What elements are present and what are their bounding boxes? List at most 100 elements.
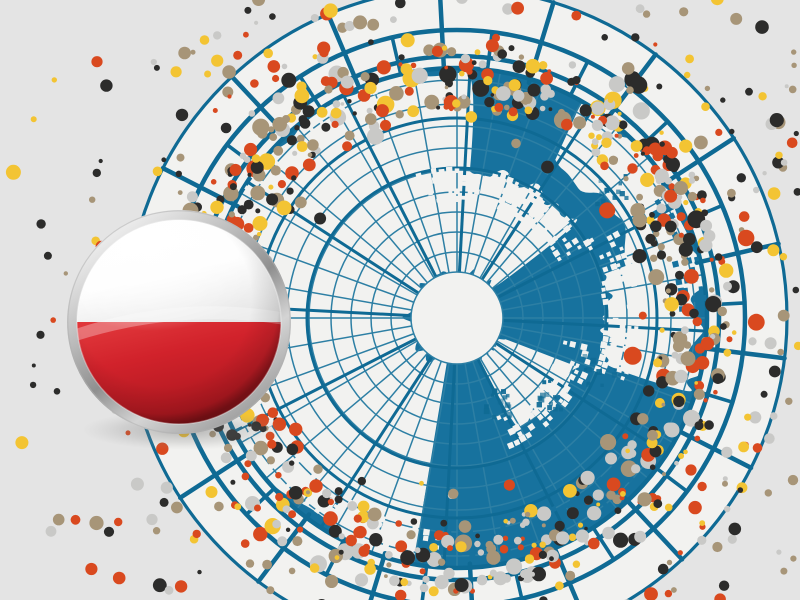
scatter-dot — [508, 79, 521, 92]
mosaic-cell — [562, 215, 571, 224]
mosaic-cell — [309, 127, 316, 134]
mosaic-cell — [547, 208, 557, 217]
mosaic-cell — [575, 362, 580, 368]
scatter-dot — [31, 363, 36, 368]
scatter-dot — [210, 200, 224, 214]
scatter-dot — [602, 526, 615, 540]
scatter-dot — [792, 286, 800, 294]
scatter-dot — [213, 31, 222, 40]
scatter-dot — [275, 472, 282, 479]
scatter-dot — [758, 92, 767, 101]
scatter-dot — [327, 498, 334, 506]
scatter-dot — [666, 146, 678, 159]
mosaic-cell — [565, 365, 572, 372]
scatter-dot — [631, 464, 641, 474]
mosaic-cell — [562, 384, 571, 394]
scatter-dot — [357, 476, 366, 486]
scatter-dot — [679, 139, 693, 153]
mosaic-cell — [580, 343, 588, 351]
graticule-spoke-5 — [485, 352, 619, 510]
scatter-dot — [633, 153, 639, 158]
scatter-dot — [571, 10, 582, 21]
scatter-dot — [565, 570, 576, 581]
scatter-dot — [512, 60, 526, 73]
scatter-dot — [332, 100, 341, 108]
city-cell — [506, 411, 513, 418]
scatter-dot — [632, 102, 650, 120]
scatter-dot — [456, 0, 468, 4]
scatter-dot — [635, 4, 645, 14]
scatter-dot — [404, 86, 414, 96]
scatter-dot — [737, 487, 744, 493]
scatter-dot — [649, 445, 662, 458]
scatter-dot — [474, 49, 481, 56]
scatter-dot — [508, 45, 515, 52]
scatter-dot — [292, 536, 303, 547]
mosaic-cell — [497, 196, 507, 205]
scatter-dot — [395, 540, 408, 553]
scatter-dot — [568, 61, 577, 69]
scatter-dot — [653, 499, 663, 509]
mosaic-cell — [536, 198, 546, 207]
scatter-dot — [328, 524, 342, 538]
scatter-dot — [730, 12, 743, 25]
mosaic-cell — [469, 552, 476, 559]
scatter-dot — [705, 296, 722, 313]
scatter-dot — [406, 530, 416, 540]
scatter-dot — [608, 76, 626, 93]
scatter-dot — [428, 586, 439, 597]
city-cell — [549, 401, 553, 406]
city-cell — [542, 380, 547, 385]
mosaic-cell — [467, 190, 473, 196]
scatter-dot — [592, 489, 604, 501]
mosaic-cell — [524, 530, 532, 538]
scatter-dot — [554, 520, 565, 532]
scatter-dot — [398, 62, 403, 67]
sector-divider-6 — [256, 512, 312, 584]
mosaic-cell — [490, 178, 497, 185]
scatter-dot — [389, 575, 400, 587]
scatter-dot — [591, 138, 599, 146]
scatter-dot — [322, 488, 332, 499]
scatter-dot — [666, 256, 673, 262]
scatter-dot — [538, 550, 548, 560]
scatter-dot — [443, 103, 450, 110]
scatter-dot — [577, 522, 584, 528]
scatter-dot — [517, 544, 524, 551]
scatter-dot — [294, 125, 300, 131]
mosaic-cell — [382, 541, 390, 549]
scatter-dot — [572, 560, 581, 568]
scatter-dot — [688, 171, 696, 179]
scatter-dot — [653, 358, 663, 368]
scatter-dot — [755, 20, 769, 34]
scatter-dot — [211, 56, 217, 63]
sector-divider-13 — [438, 0, 447, 75]
scatter-dot — [50, 317, 56, 323]
scatter-dot — [527, 83, 541, 97]
scatter-dot — [662, 472, 666, 477]
scatter-dot — [390, 16, 397, 23]
scatter-dot — [389, 86, 404, 101]
scatter-dot — [466, 68, 473, 75]
scatter-dot — [478, 60, 487, 69]
mosaic-cell — [699, 305, 706, 311]
scatter-dot — [400, 33, 415, 48]
scatter-dot — [678, 453, 685, 459]
scatter-dot — [764, 489, 772, 497]
mosaic-cell — [607, 472, 614, 479]
mosaic-cell — [534, 526, 543, 536]
mosaic-cell — [605, 251, 612, 257]
scatter-dot — [520, 569, 529, 579]
mosaic-cell — [333, 503, 338, 509]
scatter-dot — [400, 550, 415, 566]
scatter-dot — [760, 390, 768, 398]
mosaic-cell — [318, 119, 324, 125]
scatter-dot — [688, 500, 702, 515]
scatter-dot — [728, 522, 742, 536]
mosaic-cell — [531, 407, 541, 417]
mosaic-cell — [606, 318, 611, 323]
mosaic-cell — [527, 220, 537, 230]
scatter-dot — [600, 161, 609, 171]
city-cell — [604, 187, 610, 193]
scatter-dot — [91, 56, 103, 68]
